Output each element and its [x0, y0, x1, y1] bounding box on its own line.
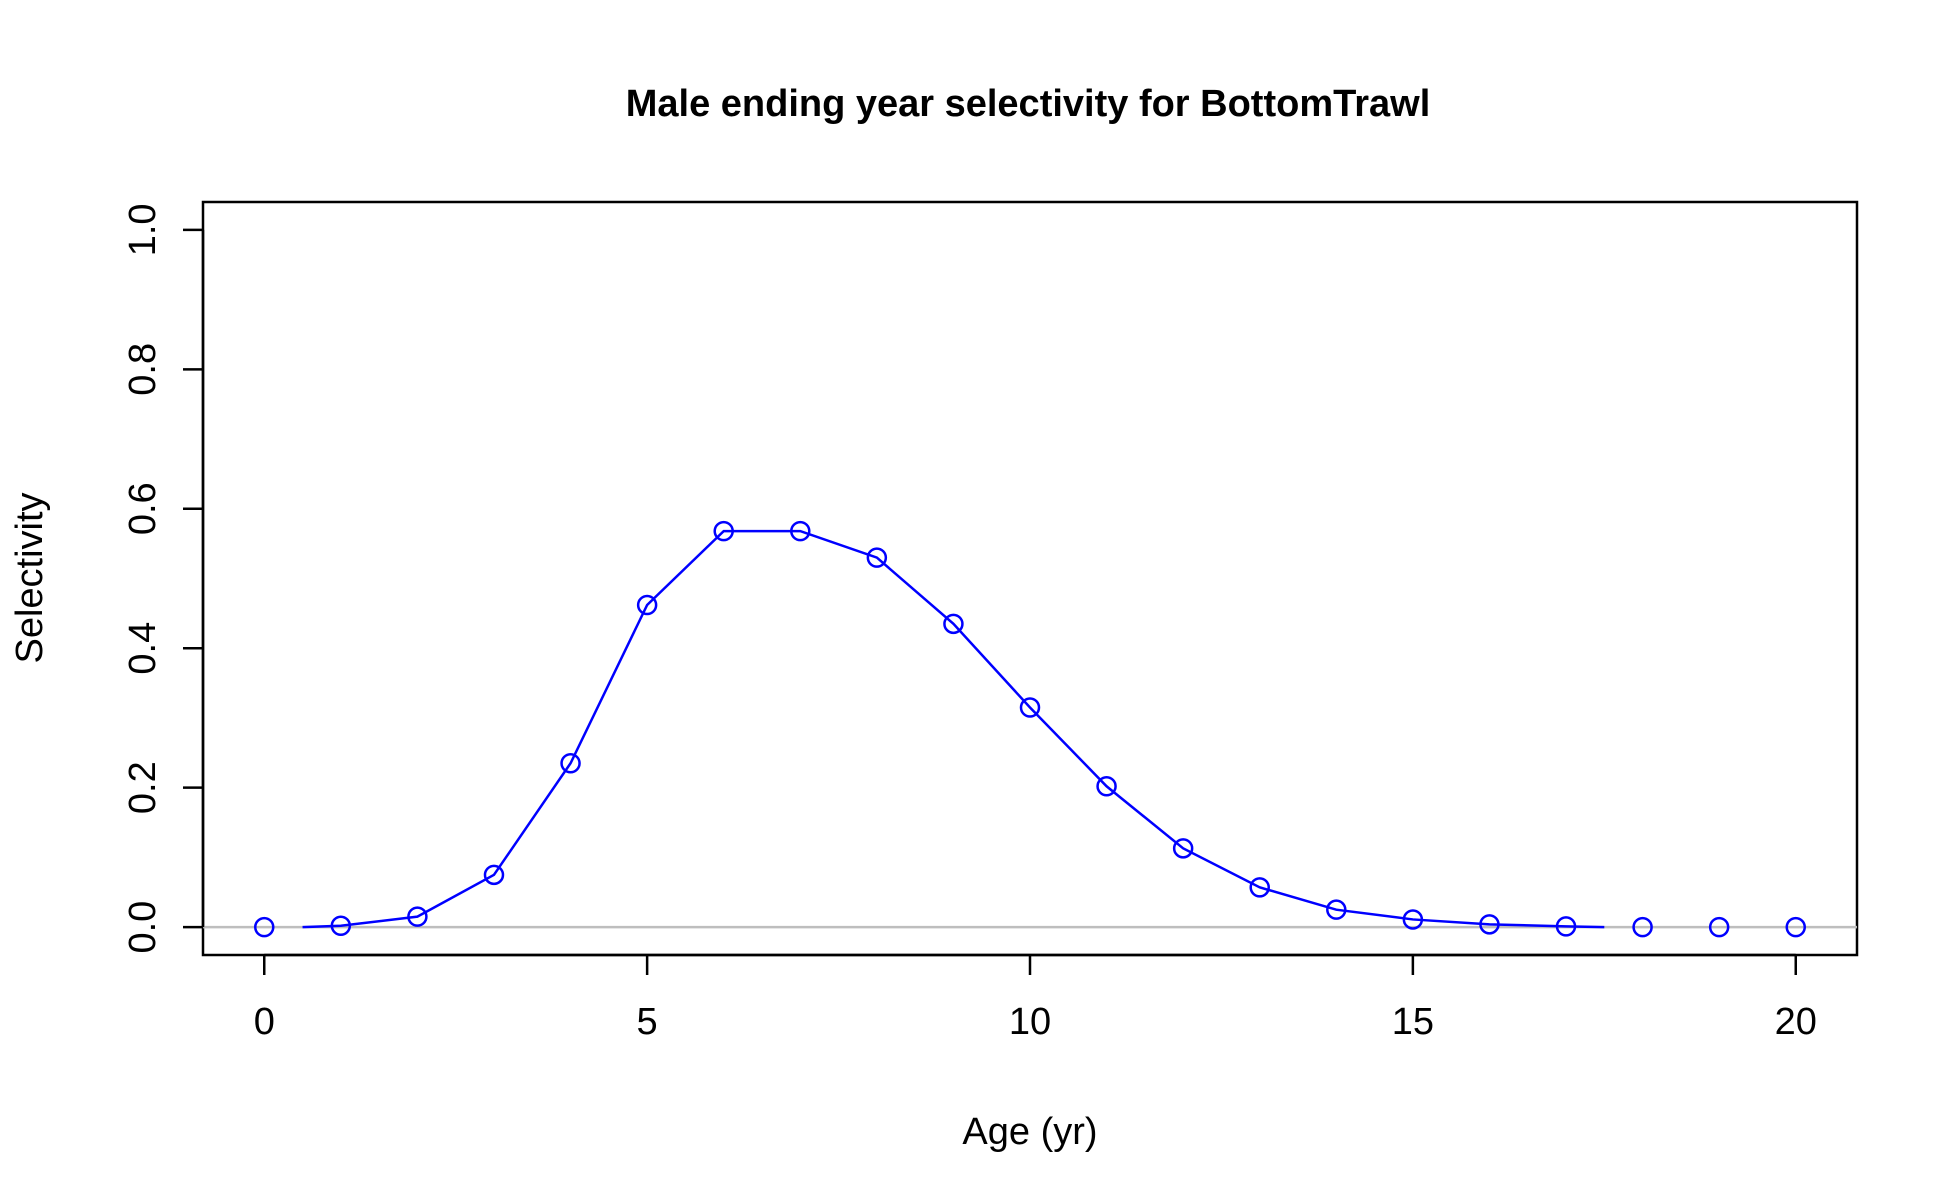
selectivity-point — [866, 547, 888, 568]
selectivity-point — [636, 594, 658, 616]
chart-title: Male ending year selectivity for BottomT… — [626, 83, 1431, 125]
y-tick-label: 0.4 — [122, 622, 164, 675]
x-axis-label: Age (yr) — [962, 1111, 1097, 1153]
y-tick-label: 0.8 — [122, 343, 164, 396]
y-tick-label: 1.0 — [122, 203, 164, 256]
selectivity-point — [1326, 899, 1347, 920]
series-line-layer — [302, 529, 1605, 929]
selectivity-point — [1019, 697, 1041, 718]
x-tick-label: 10 — [1009, 1001, 1051, 1043]
x-tick-label: 15 — [1392, 1001, 1434, 1043]
y-axis: 0.0 0.2 0.4 0.6 0.8 1.0 — [122, 203, 205, 954]
y-tick-label: 0.0 — [122, 901, 164, 954]
selectivity-point — [254, 916, 275, 938]
selectivity-point — [790, 520, 811, 542]
selectivity-point — [1096, 776, 1117, 797]
selectivity-point — [407, 906, 428, 927]
series-points-layer — [254, 520, 1806, 938]
selectivity-point — [1785, 916, 1806, 938]
selectivity-point — [1172, 838, 1194, 859]
x-tick-label: 0 — [254, 1001, 275, 1043]
y-tick-label: 0.2 — [122, 761, 164, 814]
selectivity-point — [483, 864, 505, 886]
selectivity-point — [560, 753, 581, 774]
selectivity-point — [1555, 916, 1577, 937]
selectivity-point — [330, 915, 352, 936]
x-tick-label: 20 — [1775, 1001, 1817, 1043]
selectivity-point — [1479, 914, 1500, 935]
selectivity-point — [1402, 909, 1424, 930]
selectivity-point — [1708, 916, 1730, 938]
plot-frame — [201, 200, 1859, 957]
x-axis: 0 5 10 15 20 — [254, 953, 1817, 1043]
selectivity-point — [1632, 916, 1653, 938]
selectivity-point — [943, 613, 964, 635]
selectivity-point — [713, 520, 734, 542]
x-tick-label: 5 — [637, 1001, 658, 1043]
selectivity-point — [1249, 877, 1270, 898]
selectivity-series-line — [302, 529, 1605, 929]
y-axis-label: Selectivity — [9, 492, 51, 663]
y-tick-label: 0.6 — [122, 482, 164, 535]
